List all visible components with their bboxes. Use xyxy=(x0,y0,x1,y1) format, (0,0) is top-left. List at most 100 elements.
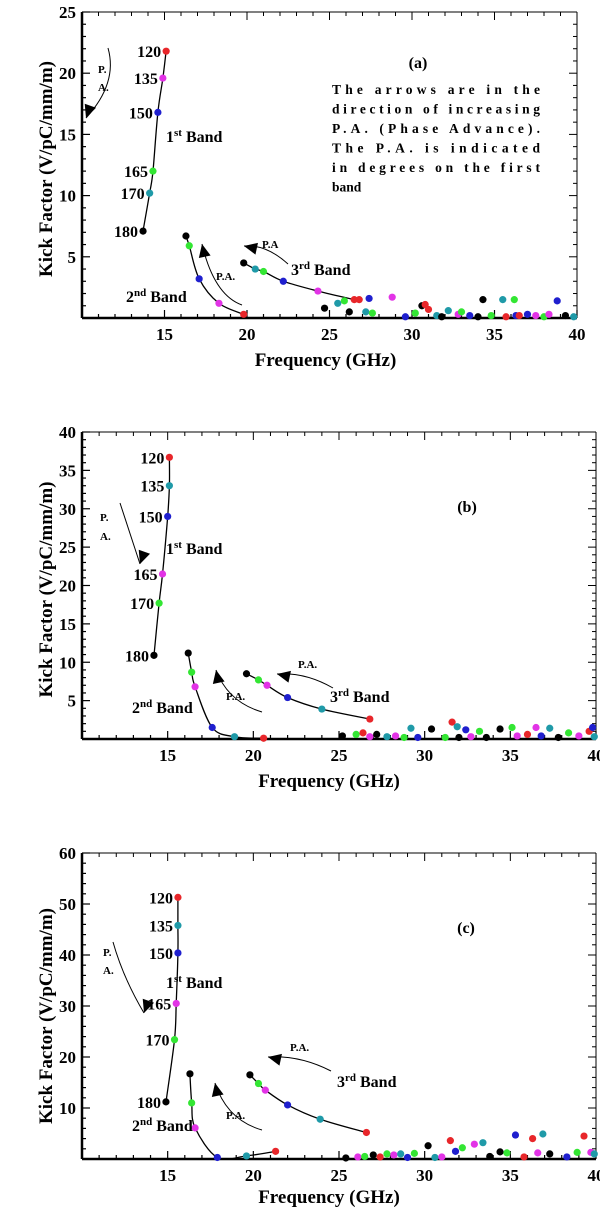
mode-point xyxy=(532,311,540,320)
band-1-arrow-shaft xyxy=(112,941,145,1014)
y-tick-label: 10 xyxy=(59,653,76,672)
mode-point xyxy=(401,313,409,321)
mode-point xyxy=(365,294,373,303)
phase-advance-label: 150 xyxy=(129,105,153,122)
mode-point xyxy=(383,733,391,741)
mode-point xyxy=(499,296,507,304)
mode-point xyxy=(427,725,436,733)
band-1-arrow-label: P. xyxy=(98,64,107,76)
phase-advance-label: 170 xyxy=(146,1033,170,1050)
x-ticks: 15 20 25 30 35 40 xyxy=(81,853,600,1185)
band-2-point xyxy=(242,1152,251,1160)
band-1-arrow-shaft xyxy=(119,502,141,565)
band-1-label: 1st Band xyxy=(166,539,223,558)
band-1-point xyxy=(146,189,154,197)
band-3-arrow-head xyxy=(268,1053,282,1066)
chart-panel-c: 15 20 25 30 35 40 10 20 30 40 50 60 Frequency (GHz) K… xyxy=(36,844,600,1208)
y-ticks: 10 20 30 40 50 60 xyxy=(59,844,596,1160)
mode-point xyxy=(383,1150,391,1158)
y-tick-label: 5 xyxy=(68,692,77,711)
chart-panel-b: 15 20 25 30 35 40 5 10 15 20 25 30 35 40 Frequency (GH… xyxy=(36,423,600,792)
x-tick-label: 15 xyxy=(156,325,173,344)
band-2-arrow-head xyxy=(211,1083,224,1097)
mode-point xyxy=(466,311,474,320)
x-axis-label: Frequency (GHz) xyxy=(258,771,400,792)
mode-point xyxy=(486,1152,494,1161)
band-2-point xyxy=(188,1099,196,1107)
band-1-point xyxy=(165,482,173,490)
band-3-arrow xyxy=(243,242,289,265)
mode-point xyxy=(397,1150,405,1158)
y-axis-label: Kick Factor (V/pC/mm/m) xyxy=(36,482,57,698)
band-3-point xyxy=(251,265,259,273)
mode-point xyxy=(510,296,518,304)
band-2-arrow-shaft xyxy=(214,1082,263,1131)
band-2-point xyxy=(260,734,268,742)
mode-point xyxy=(462,726,470,734)
band-1-point xyxy=(139,227,147,235)
phase-advance-label: 135 xyxy=(134,71,158,88)
band-1-point xyxy=(155,599,163,607)
band-3-arrow-head xyxy=(244,242,258,255)
band-2-point xyxy=(240,310,248,318)
y-tick-label: 20 xyxy=(59,577,76,596)
band-1-point xyxy=(154,108,162,116)
phase-advance-label: 120 xyxy=(140,450,164,467)
band-2-point xyxy=(188,668,196,676)
phase-advance-label: 165 xyxy=(134,567,158,584)
band-1-arrow-label: A. xyxy=(98,82,109,94)
phase-advance-label: 150 xyxy=(139,509,163,526)
band-1-point xyxy=(162,1098,170,1106)
mode-point xyxy=(455,733,463,742)
phase-advance-label: 180 xyxy=(114,224,138,241)
mode-point xyxy=(407,724,415,732)
band-2-point xyxy=(208,723,216,732)
x-ticks: 15 20 25 30 35 40 xyxy=(81,12,586,344)
band-1-point xyxy=(165,453,173,461)
mode-point xyxy=(590,1150,598,1158)
band-1-arrow xyxy=(119,502,151,565)
mode-point xyxy=(453,723,461,731)
mode-point xyxy=(441,733,449,742)
y-tick-label: 25 xyxy=(59,3,76,22)
mode-point xyxy=(359,729,367,737)
y-axis-label: Kick Factor (V/pC/mm/m) xyxy=(36,61,57,277)
mode-point xyxy=(391,732,400,740)
band-2-arrow xyxy=(212,669,263,713)
band-1-point xyxy=(164,512,172,521)
note-line: in degrees on the first xyxy=(332,160,541,175)
mode-point xyxy=(457,308,466,316)
mode-point xyxy=(467,733,475,741)
mode-point xyxy=(479,1139,487,1147)
phase-advance-label: 170 xyxy=(130,596,154,613)
mode-point xyxy=(400,733,408,742)
band-3-label: 3rd Band xyxy=(330,687,390,706)
mode-point xyxy=(563,1153,571,1161)
band-1-arrow xyxy=(112,941,155,1014)
mode-point xyxy=(470,1140,478,1148)
mode-point xyxy=(448,718,456,726)
mode-point xyxy=(503,1149,511,1157)
band-1-point xyxy=(172,999,180,1008)
y-tick-label: 40 xyxy=(59,946,76,965)
band-3-point xyxy=(314,287,322,295)
band-3-point xyxy=(240,259,248,267)
phase-advance-label: 135 xyxy=(149,918,173,935)
panel-label: (a) xyxy=(409,55,428,72)
y-tick-label: 15 xyxy=(59,615,76,634)
band-3-point xyxy=(261,1086,269,1094)
band-1-arrow-label: A. xyxy=(100,531,111,543)
mode-point xyxy=(361,1152,369,1161)
x-tick-label: 30 xyxy=(416,746,433,765)
mode-point xyxy=(369,1151,377,1159)
band-3-arrow-head xyxy=(277,670,291,683)
mode-point xyxy=(345,308,353,316)
band-2-arrow-head xyxy=(198,244,211,258)
phase-advance-label: 150 xyxy=(149,946,173,963)
phase-advance-label: 180 xyxy=(137,1095,161,1112)
mode-point xyxy=(515,311,523,320)
note-line: The P.A. is indicated xyxy=(332,141,540,156)
mode-point xyxy=(575,732,583,740)
x-tick-label: 35 xyxy=(502,1166,519,1185)
mode-point xyxy=(523,310,532,318)
